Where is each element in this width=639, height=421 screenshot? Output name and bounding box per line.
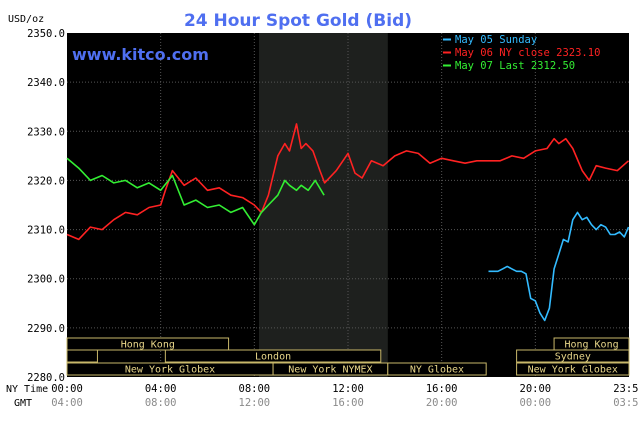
y-tick-label: 2330.0: [27, 126, 65, 138]
x-axis-ticks: 00:00 04:00 04:00 08:00 08:00 12:00 12:00 16:00…: [51, 383, 639, 409]
x-tick-label-gmt: 08:00: [145, 397, 177, 409]
session-box: New York NYMEX: [272, 362, 389, 376]
session-box: [66, 349, 98, 363]
x-tick-label-ny: 23:59: [613, 383, 639, 395]
y-tick-label: 2300.0: [27, 274, 65, 286]
y-tick-label: 2320.0: [27, 175, 65, 187]
series-line-0: [488, 211, 630, 322]
session-box: NY Globex: [387, 362, 487, 376]
grid-lines: [67, 33, 629, 377]
y-tick-label: 2350.0: [27, 28, 65, 40]
series-lines: [66, 123, 630, 322]
session-label: London: [255, 352, 291, 363]
session-label: Sydney: [555, 352, 591, 363]
session-box: New York Globex: [66, 362, 274, 376]
session-label: Hong Kong: [564, 340, 618, 351]
x-tick-label-gmt: 00:00: [520, 397, 552, 409]
session-label: New York Globex: [528, 365, 618, 376]
session-label: NY Globex: [410, 365, 464, 376]
ny-time-row-label: NY Time: [6, 384, 48, 395]
y-tick-label: 2280.0: [27, 372, 65, 384]
x-tick-label-ny: 08:00: [239, 383, 271, 395]
x-tick-label-ny: 12:00: [332, 383, 364, 395]
session-box: Sydney: [516, 349, 630, 363]
x-tick-label-gmt: 20:00: [426, 397, 458, 409]
y-tick-label: 2310.0: [27, 225, 65, 237]
nymex-highlight-band: [259, 33, 388, 377]
x-tick-label-ny: 16:00: [426, 383, 458, 395]
y-axis-ticks: 2280.0 2290.0 2300.0 2310.0 2320.0 2330.0 2340…: [27, 28, 65, 384]
legend-entry: May 06 NY close 2323.10: [455, 47, 600, 59]
series-line-2: [66, 157, 325, 226]
x-tick-label-gmt: 12:00: [239, 397, 271, 409]
timestamp: May 07, 2024 10:58: [485, 20, 604, 33]
session-label: New York Globex: [125, 365, 215, 376]
x-tick-label-ny: 20:00: [520, 383, 552, 395]
session-box: Hong Kong: [553, 337, 630, 351]
x-tick-label-gmt: 03:59: [613, 397, 639, 409]
y-tick-label: 2340.0: [27, 77, 65, 89]
session-box: London: [164, 349, 382, 363]
session-box: New York Globex: [516, 362, 630, 376]
legend-entry: May 07 Last 2312.50: [455, 60, 575, 72]
x-tick-label-gmt: 04:00: [51, 397, 83, 409]
session-label: New York NYMEX: [288, 365, 372, 376]
legend-entry: May 05 Sunday: [455, 34, 537, 46]
trading-sessions: Hong Kong Hong Kong London Sydney New York G…: [66, 337, 630, 376]
y-tick-label: 2290.0: [27, 323, 65, 335]
watermark: www.kitco.com: [72, 45, 209, 64]
chart-title: 24 Hour Spot Gold (Bid): [184, 11, 412, 31]
y-axis-unit-label: USD/oz: [8, 14, 44, 25]
gmt-row-label: GMT: [14, 398, 32, 409]
session-box: Hong Kong: [66, 337, 230, 351]
session-label: Hong Kong: [121, 340, 175, 351]
x-tick-label-ny: 00:00: [51, 383, 83, 395]
x-tick-label-gmt: 16:00: [332, 397, 364, 409]
x-tick-label-ny: 04:00: [145, 383, 177, 395]
